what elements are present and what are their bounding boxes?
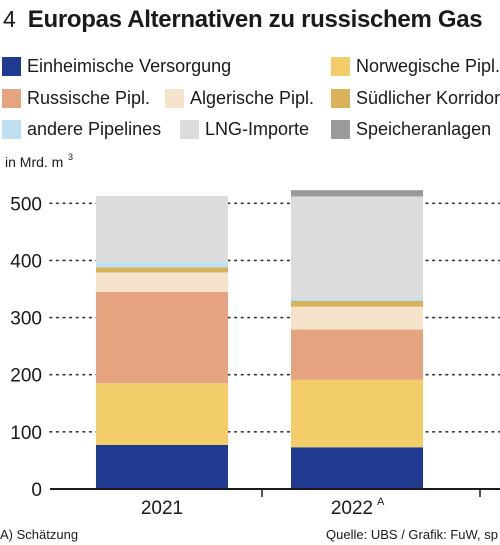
x-tick-label-2022: 2022	[331, 498, 373, 519]
legend-item-russische-pipl: Russische Pipl.	[2, 86, 150, 110]
legend-label: Einheimische Versorgung	[27, 55, 232, 76]
y-unit-superscript: 3	[68, 152, 73, 162]
bar-segment-andere-pipelines-2021	[96, 262, 228, 268]
legend: Einheimische Versorgung Norwegische Pipl…	[0, 0, 500, 150]
figure-number: 4	[3, 6, 16, 32]
legend-item-speicheranlagen: Speicheranlagen	[331, 117, 491, 141]
title-row: 4 Europas Alternativen zu russischem Gas	[0, 6, 500, 40]
y-tick-label: 500	[10, 194, 42, 215]
legend-label: Russische Pipl.	[27, 87, 151, 108]
legend-item-andere-pipelines: andere Pipelines	[2, 117, 161, 141]
bar-segment-russische-pipl--2022	[291, 329, 423, 380]
bar-segment-algerische-pipl--2022	[291, 306, 423, 330]
legend-swatch	[165, 88, 184, 108]
legend-label: Algerische Pipl.	[190, 87, 315, 108]
legend-label: andere Pipelines	[27, 118, 162, 139]
legend-item-norwegische-pipl: Norwegische Pipl.	[331, 54, 500, 78]
bar-segment-algerische-pipl--2021	[96, 272, 228, 292]
x-tick-superscript: A	[377, 496, 385, 508]
y-tick-label: 400	[10, 251, 42, 272]
source-credit: Quelle: UBS / Grafik: FuW, sp	[326, 527, 498, 542]
y-tick-label: 200	[10, 366, 42, 387]
bar-segment-russische-pipl--2021	[96, 291, 228, 384]
stacked-bar-chart: in Mrd. m 3 0 100 200 300 400 500 2021 2022 A	[5, 152, 500, 519]
legend-swatch	[180, 119, 199, 139]
bar-segment-südlicher-korridor-2021	[96, 267, 228, 273]
bar-segment-südlicher-korridor-2022	[291, 301, 423, 307]
legend-swatch	[331, 88, 350, 108]
y-tick-label: 0	[31, 480, 42, 501]
legend-label: Speicheranlagen	[356, 118, 492, 139]
x-tick-label-2021: 2021	[141, 498, 183, 519]
legend-swatch	[2, 56, 21, 76]
bar-segment-lng-importe-2021	[96, 195, 228, 263]
chart-title: Europas Alternativen zu russischem Gas	[27, 6, 483, 33]
y-tick-label: 300	[10, 309, 42, 330]
legend-item-einheimische-versorgung: Einheimische Versorgung	[2, 54, 231, 78]
legend-swatch	[331, 119, 350, 139]
legend-label: Südlicher Korridor	[356, 87, 500, 108]
bar-segment-norwegische-pipl--2021	[96, 383, 228, 446]
bar-segment-andere-pipelines-2022	[291, 298, 423, 302]
legend-item-lng-importe: LNG-Importe	[180, 117, 309, 141]
legend-item-algerische-pipl: Algerische Pipl.	[165, 86, 314, 110]
legend-swatch	[2, 119, 21, 139]
bar-segment-einheimische-versorgung-2021	[96, 445, 228, 489]
legend-swatch	[331, 56, 350, 76]
bar-segment-speicheranlagen-2022	[291, 190, 423, 197]
legend-label: LNG-Importe	[205, 118, 310, 139]
legend-swatch	[2, 88, 21, 108]
bar-segment-norwegische-pipl--2022	[291, 379, 423, 448]
y-unit-label: in Mrd. m	[5, 154, 63, 170]
bar-segment-lng-importe-2022	[291, 196, 423, 299]
legend-item-suedlicher-korridor: Südlicher Korridor	[331, 86, 500, 110]
footnote: A) Schätzung	[0, 527, 79, 542]
legend-label: Norwegische Pipl.	[356, 55, 500, 76]
y-tick-label: 100	[10, 423, 42, 444]
bar-segment-einheimische-versorgung-2022	[291, 447, 423, 489]
